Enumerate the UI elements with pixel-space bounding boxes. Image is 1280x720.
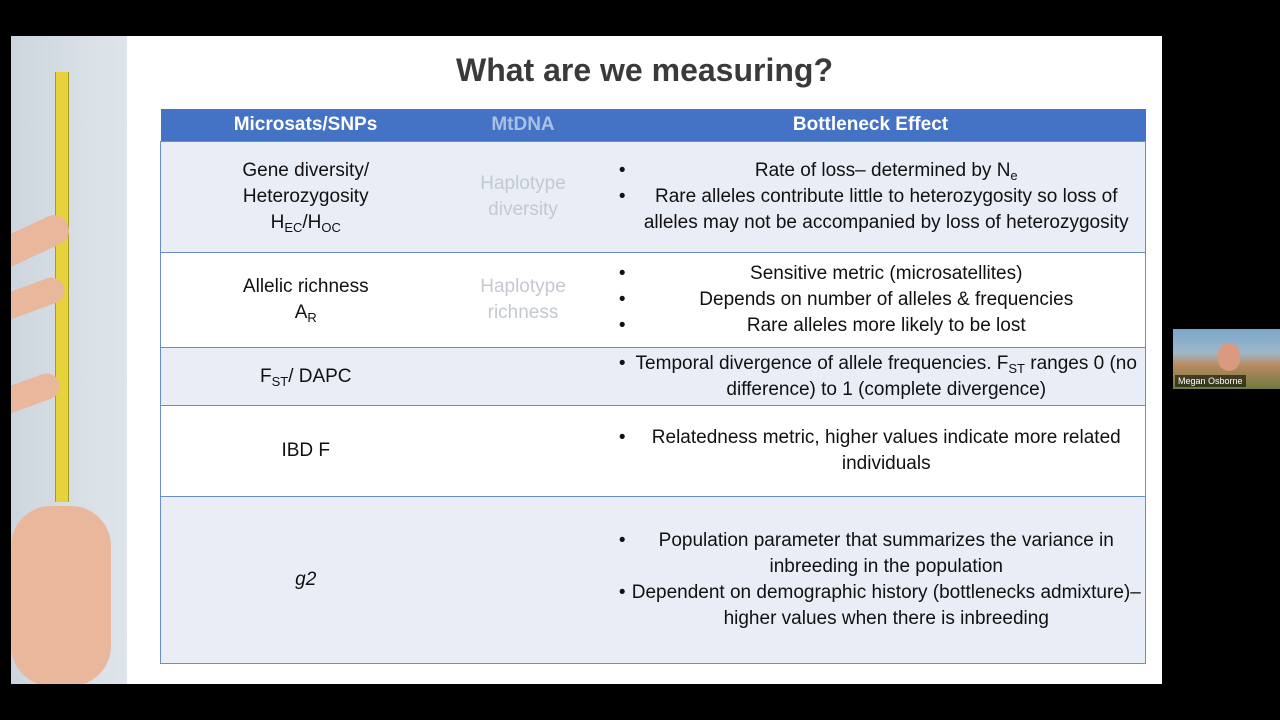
text-run: Haplotype: [480, 173, 566, 194]
subscript: R: [307, 310, 317, 325]
slide: What are we measuring? Microsats/SNPs Mt…: [11, 36, 1162, 684]
metric-cell: IBD F: [160, 405, 451, 497]
bullet-text: Depends on number of alleles & frequenci…: [632, 287, 1142, 313]
effect-cell: Temporal divergence of allele frequencie…: [595, 347, 1146, 406]
cell-line: AR: [161, 300, 451, 326]
mtdna-cell: [450, 405, 596, 497]
table-row: Gene diversity/Heterozygosity HEC/HOC Hapl…: [160, 141, 1146, 253]
subscript: ST: [271, 373, 289, 389]
bullet-list: Rate of loss– determined by NeRare allel…: [596, 158, 1146, 236]
cell-line: FST/ DAPC: [161, 364, 451, 390]
text-run: H: [270, 212, 285, 233]
text-run: diversity: [488, 199, 558, 220]
text-run: /H: [302, 212, 322, 233]
mtdna-cell: [450, 347, 596, 406]
mtdna-cell: Haplotype diversity: [450, 141, 596, 253]
bullet-list: Relatedness metric, higher values indica…: [596, 425, 1146, 477]
text-run: Temporal divergence of allele frequencie…: [635, 352, 1009, 374]
cell-line: Gene diversity/: [161, 158, 451, 184]
bullet-list: Population parameter that summarizes the…: [596, 528, 1146, 632]
bullet-item: Rare alleles contribute little to hetero…: [600, 184, 1142, 236]
header-cell: Microsats/SNPs: [160, 109, 451, 142]
bullet-text: Sensitive metric (microsatellites): [632, 261, 1142, 287]
text-run: Rare alleles more likely to be lost: [746, 315, 1026, 336]
tape-photo: [11, 36, 127, 684]
bullet-text: Temporal divergence of allele frequencie…: [632, 351, 1142, 403]
metric-cell: Gene diversity/Heterozygosity HEC/HOC: [160, 141, 451, 253]
bullet-text: Rate of loss– determined by Ne: [632, 158, 1142, 184]
text-run: Heterozygosity: [242, 186, 369, 207]
text-run: ranges 0 (no difference) to 1 (complete …: [726, 352, 1137, 400]
table-row: Allelic richness AR Haplotype richness Sensi…: [160, 252, 1146, 348]
text-run: Relatedness metric, higher values indica…: [651, 427, 1121, 474]
text-run: A: [294, 302, 308, 323]
header-cell: MtDNA: [450, 109, 596, 142]
metric-cell: g2: [160, 496, 451, 664]
bullet-item: Relatedness metric, higher values indica…: [600, 425, 1142, 477]
effect-cell: Relatedness metric, higher values indica…: [595, 405, 1146, 497]
cell-line: diversity: [451, 197, 596, 223]
bullet-item: Sensitive metric (microsatellites): [600, 261, 1142, 287]
effect-cell: Sensitive metric (microsatellites) Depend…: [595, 252, 1146, 348]
bullet-item: Population parameter that summarizes the…: [600, 528, 1142, 580]
cell-line: HEC/HOC: [161, 210, 451, 236]
header-cell: Bottleneck Effect: [595, 109, 1146, 142]
effect-cell: Rate of loss– determined by NeRare allel…: [595, 141, 1146, 253]
text-run: IBD F: [281, 440, 331, 461]
cell-line: Heterozygosity: [161, 184, 451, 210]
text-run: Sensitive metric (microsatellites): [750, 263, 1023, 284]
bullet-item: Temporal divergence of allele frequencie…: [600, 351, 1142, 403]
text-run: Population parameter that summarizes the…: [658, 530, 1114, 577]
slide-title: What are we measuring?: [456, 52, 833, 88]
bullet-text: Population parameter that summarizes the…: [632, 528, 1142, 580]
metric-cell: FST/ DAPC: [160, 347, 451, 406]
text-run: / DAPC: [288, 365, 352, 387]
cell-line: g2: [161, 567, 451, 593]
bullet-text: Dependent on demographic history (bottle…: [632, 580, 1142, 632]
subscript: e: [1010, 168, 1018, 183]
bullet-list: Sensitive metric (microsatellites) Depend…: [596, 261, 1146, 339]
text-run: Depends on number of alleles & frequenci…: [699, 289, 1074, 310]
subscript: OC: [321, 220, 341, 235]
bullet-text: Rare alleles contribute little to hetero…: [632, 184, 1142, 236]
cell-line: Haplotype: [451, 274, 596, 300]
cell-line: Haplotype: [451, 171, 596, 197]
text-run: F: [259, 365, 272, 387]
mtdna-cell: Haplotype richness: [450, 252, 596, 348]
cell-line: richness: [451, 300, 596, 326]
hand: [11, 506, 111, 684]
header-row: Microsats/SNPs MtDNA Bottleneck Effect: [160, 109, 1146, 142]
text-run: Allelic richness: [242, 276, 369, 297]
subscript: ST: [1008, 360, 1025, 376]
text-run: Rare alleles contribute little to hetero…: [643, 186, 1129, 233]
participant-face: [1218, 343, 1240, 371]
participant-video[interactable]: Megan Osborne: [1173, 329, 1280, 389]
bullet-item: Dependent on demographic history (bottle…: [600, 580, 1142, 632]
metrics-table: Microsats/SNPs MtDNA Bottleneck Effect G…: [160, 109, 1146, 664]
bullet-item: Depends on number of alleles & frequenci…: [600, 287, 1142, 313]
bullet-text: Rare alleles more likely to be lost: [632, 313, 1142, 339]
participant-name: Megan Osborne: [1175, 375, 1246, 387]
table-row: IBD F Relatedness metric, higher values i…: [160, 405, 1146, 497]
mtdna-cell: [450, 496, 596, 664]
text-run: Haplotype: [480, 276, 566, 297]
metric-cell: Allelic richness AR: [160, 252, 451, 348]
cell-line: Allelic richness: [161, 274, 451, 300]
text-run: Dependent on demographic history (bottle…: [631, 582, 1141, 629]
bullet-text: Relatedness metric, higher values indica…: [632, 425, 1142, 477]
text-run: Gene diversity/: [242, 160, 370, 181]
text-run: richness: [487, 302, 559, 323]
bullet-item: Rare alleles more likely to be lost: [600, 313, 1142, 339]
subscript: EC: [284, 220, 303, 235]
italic-text: g2: [295, 569, 317, 590]
table-row: FST/ DAPCTemporal divergence of allele f…: [160, 347, 1146, 406]
bullet-item: Rate of loss– determined by Ne: [600, 158, 1142, 184]
effect-cell: Population parameter that summarizes the…: [595, 496, 1146, 664]
bullet-list: Temporal divergence of allele frequencie…: [596, 351, 1146, 403]
text-run: Rate of loss– determined by N: [754, 160, 1011, 181]
table-row: g2 Population parameter that summarizes t…: [160, 496, 1146, 664]
cell-line: IBD F: [161, 438, 451, 464]
